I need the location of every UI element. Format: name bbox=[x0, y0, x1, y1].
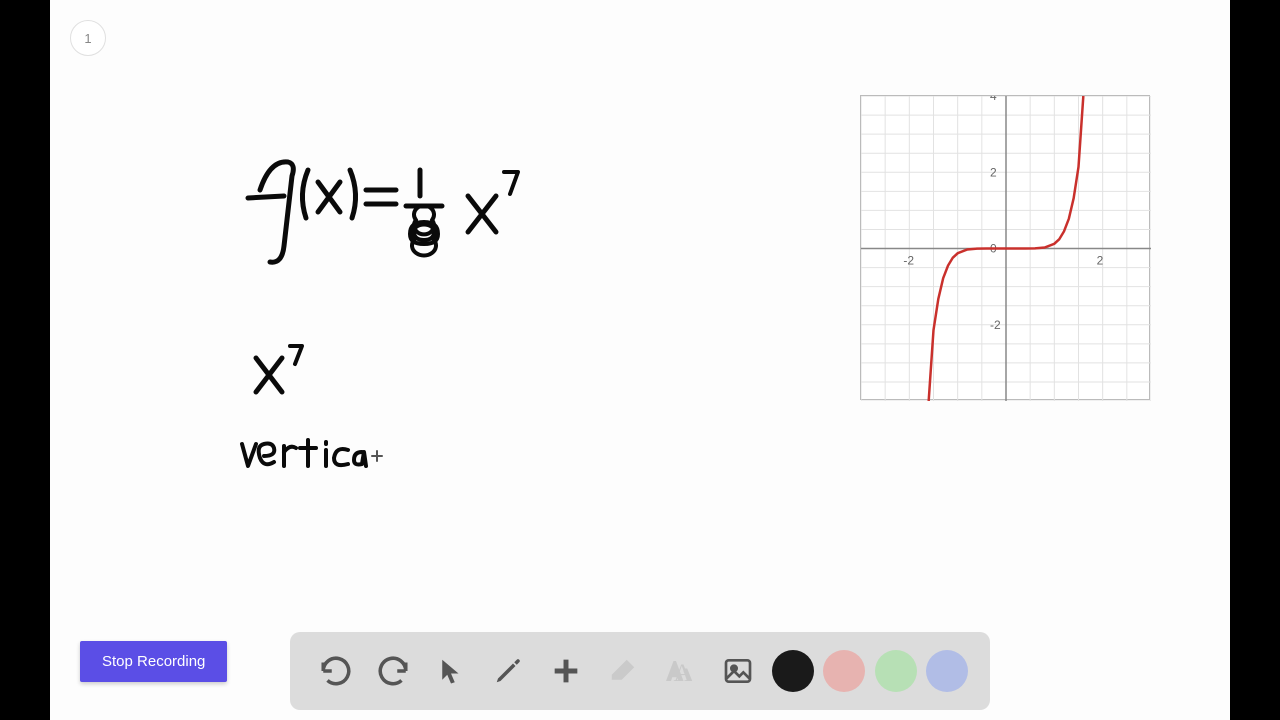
redo-button[interactable] bbox=[369, 647, 417, 695]
eraser-tool bbox=[599, 647, 647, 695]
drawing-toolbar: A bbox=[290, 632, 990, 710]
page-number-badge: 1 bbox=[70, 20, 106, 56]
color-green[interactable] bbox=[875, 650, 917, 692]
text-tool: A bbox=[657, 647, 705, 695]
pointer-tool[interactable] bbox=[427, 647, 475, 695]
svg-text:A: A bbox=[673, 660, 691, 686]
svg-text:-2: -2 bbox=[990, 318, 1001, 332]
image-tool[interactable] bbox=[714, 647, 762, 695]
page-number: 1 bbox=[84, 31, 91, 46]
undo-button[interactable] bbox=[312, 647, 360, 695]
svg-text:2: 2 bbox=[990, 165, 997, 179]
color-black[interactable] bbox=[772, 650, 814, 692]
svg-text:4: 4 bbox=[990, 96, 997, 103]
svg-text:2: 2 bbox=[1097, 254, 1104, 268]
function-graph: -22-2024 bbox=[860, 95, 1150, 400]
pen-tool[interactable] bbox=[484, 647, 532, 695]
svg-text:-2: -2 bbox=[903, 254, 914, 268]
stop-recording-button[interactable]: Stop Recording bbox=[80, 641, 227, 682]
stop-recording-label: Stop Recording bbox=[102, 653, 205, 670]
add-tool[interactable] bbox=[542, 647, 590, 695]
color-red[interactable] bbox=[823, 650, 865, 692]
color-blue[interactable] bbox=[926, 650, 968, 692]
whiteboard-canvas[interactable]: 1 bbox=[50, 0, 1230, 720]
